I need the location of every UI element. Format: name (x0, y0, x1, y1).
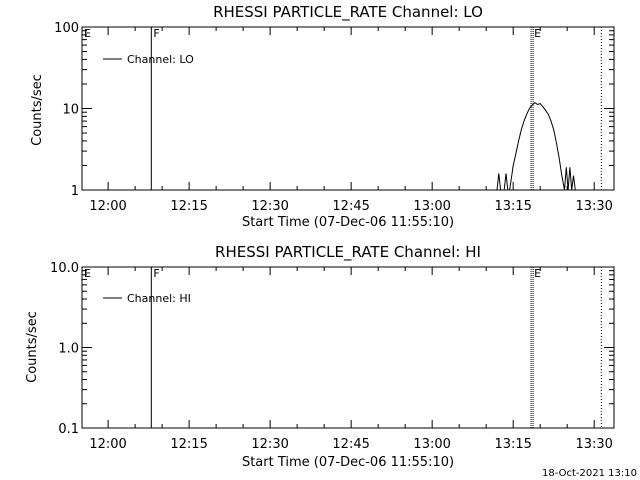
legend: Channel: LO (103, 53, 194, 66)
x-tick-label: 12:00 (89, 437, 126, 452)
y-tick-label: 1 (71, 184, 79, 199)
x-tick-label: 13:30 (575, 199, 612, 214)
x-tick-label: 12:15 (170, 199, 207, 214)
y-tick-label: 1.0 (58, 342, 79, 357)
chart-panel-lo: RHESSI PARTICLE_RATE Channel: LO Start T… (30, 3, 615, 230)
x-tick-label: 13:00 (413, 199, 450, 214)
x-tick-label: 13:30 (575, 437, 612, 452)
legend: Channel: HI (103, 292, 191, 305)
legend-entry: Channel: LO (127, 53, 194, 66)
footer-timestamp: 18-Oct-2021 13:10 (542, 468, 637, 479)
y-axis-label: Counts/sec (25, 311, 40, 383)
x-tick-label: 12:00 (89, 199, 126, 214)
event-marker-label: E (84, 27, 91, 40)
event-marker-label: E (534, 27, 541, 40)
event-marker-label: F (153, 267, 159, 280)
x-tick-label: 12:45 (332, 199, 369, 214)
chart-panel-hi: RHESSI PARTICLE_RATE Channel: HI Start T… (25, 243, 615, 470)
chart-title: RHESSI PARTICLE_RATE Channel: HI (215, 243, 481, 262)
series-line (496, 101, 578, 191)
chart-title: RHESSI PARTICLE_RATE Channel: LO (213, 3, 483, 22)
x-axis-label: Start Time (07-Dec-06 11:55:10) (242, 215, 454, 230)
plot-area: 12:00 12:15 12:30 12:45 13:00 13:15 13:30 1 10 10… (54, 21, 615, 214)
x-tick-label: 13:00 (413, 437, 450, 452)
x-tick-label: 13:15 (494, 199, 531, 214)
event-marker-label: F (153, 27, 159, 40)
x-tick-label: 12:15 (170, 437, 207, 452)
event-marker-label: E (84, 267, 91, 280)
x-axis-label: Start Time (07-Dec-06 11:55:10) (242, 455, 454, 470)
x-tick-label: 12:30 (251, 437, 288, 452)
x-tick-label: 12:45 (332, 437, 369, 452)
y-tick-label: 100 (54, 21, 79, 36)
event-marker-label: E (534, 267, 541, 280)
y-tick-label: 10 (62, 103, 79, 118)
y-axis-label: Counts/sec (30, 74, 45, 146)
legend-entry: Channel: HI (127, 292, 191, 305)
plot-area: 12:00 12:15 12:30 12:45 13:00 13:15 13:30 0.1 1.… (50, 261, 615, 452)
x-tick-label: 13:15 (494, 437, 531, 452)
y-tick-label: 0.1 (58, 422, 79, 437)
y-tick-label: 10.0 (50, 261, 79, 276)
x-tick-label: 12:30 (251, 199, 288, 214)
